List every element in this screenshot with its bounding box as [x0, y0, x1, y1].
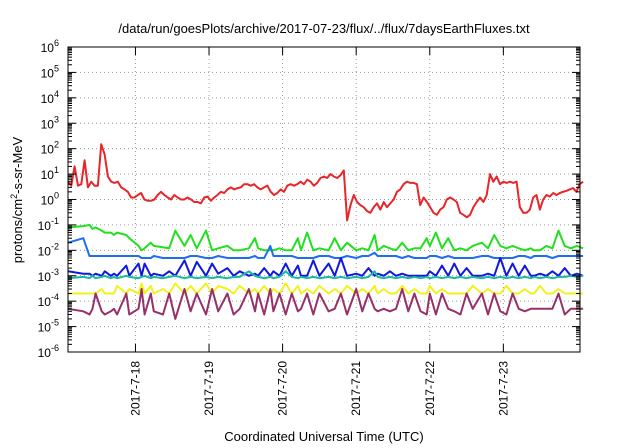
series-line-1 — [67, 143, 584, 222]
y-tick-base: 10 — [38, 321, 52, 335]
y-tick-exp: 1 — [54, 165, 59, 175]
x-ticks: 2017-7-18 2017-7-19 2017-7-20 2017-7-21 2017… — [128, 47, 510, 416]
series-line-6 — [68, 282, 584, 295]
y-tick-exp: 5 — [54, 63, 59, 73]
series-group — [67, 143, 584, 320]
y-tick-exp: -4 — [51, 292, 59, 302]
x-axis-label: Coordinated Universal Time (UTC) — [224, 429, 423, 444]
y-tick-exp: 3 — [54, 114, 59, 124]
y-tick-base: 10 — [38, 346, 52, 360]
y-tick-label: 10-4 — [38, 292, 59, 309]
y-tick-base: 10 — [41, 92, 55, 106]
y-tick-label: 104 — [41, 89, 59, 106]
y-tick-label: 10-3 — [38, 267, 59, 284]
y-axis-label-sup: 2 — [9, 194, 19, 199]
y-tick-base: 10 — [41, 194, 55, 208]
y-tick-label: 102 — [41, 140, 59, 157]
y-tick-base: 10 — [41, 66, 55, 80]
y-tick-exp: -6 — [51, 343, 59, 353]
y-tick-base: 10 — [41, 143, 55, 157]
y-tick-label: 101 — [41, 165, 59, 182]
y-tick-label: 100 — [41, 191, 59, 208]
y-tick-base: 10 — [41, 117, 55, 131]
y-tick-base: 10 — [38, 219, 52, 233]
x-tick-label: 2017-7-20 — [276, 361, 290, 416]
y-tick-label: 10-1 — [38, 216, 59, 233]
series-line-4 — [67, 257, 584, 277]
y-tick-base: 10 — [38, 270, 52, 284]
x-tick-label: 2017-7-22 — [423, 361, 437, 416]
y-tick-label: 10-5 — [38, 318, 59, 335]
y-tick-label: 103 — [41, 114, 59, 131]
y-tick-label: 10-2 — [38, 241, 59, 258]
y-tick-base: 10 — [41, 41, 55, 55]
x-tick-label: 2017-7-21 — [349, 361, 363, 416]
y-axis-label-rest: -s-sr-MeV — [10, 136, 25, 193]
y-ticks: 10-610-510-410-310-210-11001011021031041… — [38, 38, 580, 360]
x-tick-label: 2017-7-19 — [202, 361, 216, 416]
chart-title: /data/run/goesPlots/archive/2017-07-23/f… — [118, 21, 530, 36]
y-tick-base: 10 — [41, 168, 55, 182]
y-axis-label: protons/cm2-s-sr-MeV — [9, 136, 25, 263]
series-line-5 — [67, 270, 584, 280]
y-axis-label-main: protons/cm — [10, 199, 25, 263]
x-tick-label: 2017-7-18 — [128, 361, 142, 416]
y-tick-exp: 6 — [54, 38, 59, 48]
y-tick-exp: 4 — [54, 89, 59, 99]
y-tick-exp: -1 — [51, 216, 59, 226]
y-tick-base: 10 — [38, 244, 52, 258]
x-tick-label: 2017-7-23 — [496, 361, 510, 416]
y-tick-exp: -3 — [51, 267, 59, 277]
y-tick-label: 105 — [41, 63, 59, 80]
y-tick-label: 10-6 — [38, 343, 59, 360]
y-tick-exp: 2 — [54, 140, 59, 150]
y-tick-exp: -2 — [51, 241, 59, 251]
y-tick-exp: -5 — [51, 318, 59, 328]
y-tick-label: 106 — [41, 38, 59, 55]
y-tick-base: 10 — [38, 295, 52, 309]
y-tick-exp: 0 — [54, 191, 59, 201]
series-line-7 — [67, 288, 584, 320]
series-line-2 — [67, 223, 584, 252]
